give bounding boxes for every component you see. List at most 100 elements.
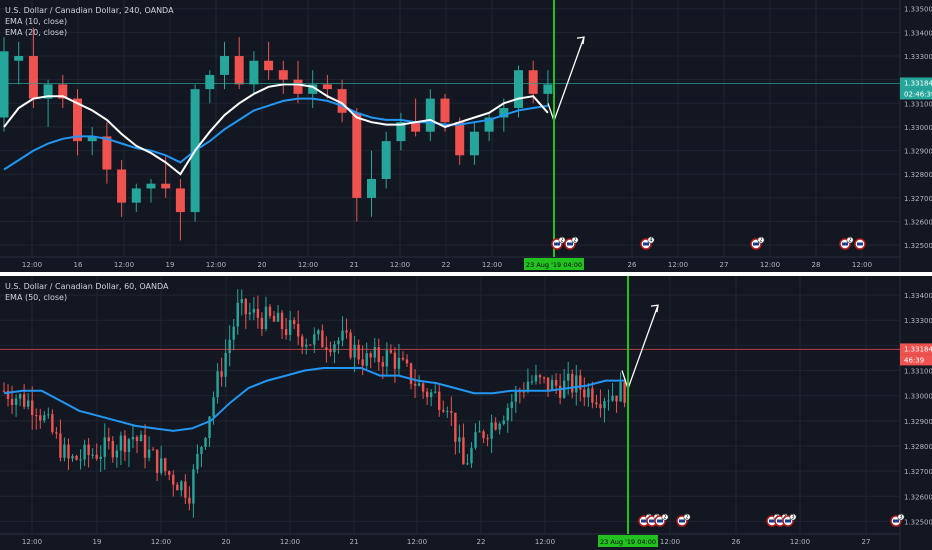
candle-body	[603, 401, 606, 409]
candle-body	[411, 122, 421, 132]
candle-body	[31, 400, 34, 416]
pane-divider[interactable]	[0, 272, 932, 276]
legend-1h: U.S. Dollar / Canadian Dollar, 60, OANDA…	[5, 281, 168, 303]
time-axis-label: 28	[812, 261, 821, 269]
projection-arrowhead	[576, 36, 585, 45]
candle-body	[317, 330, 320, 335]
candle-body	[131, 437, 135, 440]
candle-body	[341, 330, 344, 341]
ema-20-label[interactable]: EMA (20, close)	[5, 28, 68, 37]
candle-body	[220, 371, 223, 377]
price-tick-label: 1.32600	[904, 219, 932, 227]
event-flag-icon: 2	[551, 236, 566, 250]
candle-body	[293, 79, 303, 94]
projection-arrowhead	[650, 304, 659, 313]
candle-body	[607, 400, 610, 402]
candle-body	[232, 326, 235, 340]
candle-body	[87, 136, 97, 142]
candle-body	[367, 178, 376, 198]
candle-body	[381, 362, 385, 367]
candle-body	[322, 84, 332, 90]
candle-body	[591, 388, 594, 403]
event-flag-icon	[854, 238, 866, 250]
time-axis-label: 12:00	[206, 261, 226, 269]
event-badge-count: 2	[848, 238, 851, 244]
candle-body	[538, 375, 542, 378]
candle-body	[558, 385, 562, 398]
candle-body	[396, 122, 406, 142]
candle-body	[554, 379, 558, 386]
time-axis-label: 27	[862, 538, 871, 546]
time-axis-label: 12:00	[280, 538, 300, 546]
symbol-label: U.S. Dollar / Canadian Dollar, 60, OANDA	[5, 282, 169, 291]
candle-body	[176, 484, 179, 491]
candle-body	[296, 324, 300, 337]
price-tick-label: 1.33100	[904, 100, 932, 108]
time-axis-label: 12:00	[407, 538, 427, 546]
candle-body	[175, 188, 185, 213]
candle-body	[188, 497, 191, 504]
candle-body	[482, 431, 485, 439]
time-axis-label: 12:00	[660, 538, 680, 546]
candle-body	[345, 330, 348, 333]
candle-body	[135, 437, 139, 442]
candle-body	[240, 299, 243, 303]
candle-body	[494, 422, 497, 430]
candle-body	[575, 375, 578, 393]
candle-body	[28, 56, 38, 99]
event-flag-icon: 4	[640, 236, 655, 250]
candle-body	[73, 98, 82, 142]
price-tick-label: 1.32800	[904, 443, 932, 451]
chart-canvas-1h[interactable]: 1.334001.333001.332001.331001.330001.329…	[0, 276, 932, 550]
event-flag-icon: 2	[676, 513, 691, 527]
candle-body	[409, 363, 413, 384]
candle-body	[224, 352, 227, 377]
time-axis-label: 22	[477, 538, 486, 546]
candle-body	[514, 70, 523, 109]
candle-body	[333, 344, 336, 353]
candle-body	[55, 432, 58, 434]
ema-50-label[interactable]: EMA (50, close)	[5, 293, 68, 302]
ema-10-label[interactable]: EMA (10, close)	[5, 17, 68, 26]
event-badge-count: 2	[573, 238, 576, 244]
candle-body	[131, 188, 141, 203]
candle-body	[260, 317, 264, 329]
time-axis-label: 12:00	[482, 261, 502, 269]
chart-canvas-4h[interactable]: 1.335001.334001.333001.332001.331001.330…	[0, 0, 932, 272]
candle-body	[455, 122, 465, 156]
candle-body	[192, 469, 195, 504]
price-tick-label: 1.32900	[904, 148, 932, 156]
candle-body	[595, 402, 598, 405]
candle-body	[425, 98, 435, 132]
candle-body	[450, 411, 453, 413]
chart-pane-1h[interactable]: U.S. Dollar / Canadian Dollar, 60, OANDA…	[0, 276, 932, 550]
candle-body	[466, 463, 469, 465]
candle-body	[234, 56, 244, 85]
countdown-tag	[900, 354, 932, 366]
candle-body	[353, 344, 356, 358]
candle-body	[413, 383, 417, 386]
time-axis-label: 12:00	[298, 261, 318, 269]
time-axis-label: 12:00	[151, 538, 171, 546]
candle-body	[571, 373, 574, 393]
chart-pane-4h[interactable]: U.S. Dollar / Canadian Dollar, 240, OAND…	[0, 0, 932, 272]
candle-body	[228, 339, 231, 353]
candle-body	[205, 74, 215, 90]
candle-body	[373, 347, 376, 358]
price-tick-label: 1.32700	[904, 195, 932, 203]
candle-body	[14, 56, 24, 61]
candle-body	[499, 108, 509, 118]
event-badge-count: 4	[649, 238, 652, 244]
candle-body	[506, 407, 509, 421]
candle-body	[385, 350, 389, 367]
candle-body	[272, 315, 276, 322]
candle-body	[292, 320, 296, 325]
price-tick-label: 1.33300	[904, 317, 932, 325]
candle-body	[484, 117, 494, 132]
candle-body	[502, 420, 505, 424]
time-axis-label: 12:00	[390, 261, 410, 269]
candle-body	[117, 169, 127, 203]
event-badge-count: 2	[759, 238, 762, 244]
candle-body	[159, 458, 163, 473]
candle-body	[389, 350, 393, 353]
